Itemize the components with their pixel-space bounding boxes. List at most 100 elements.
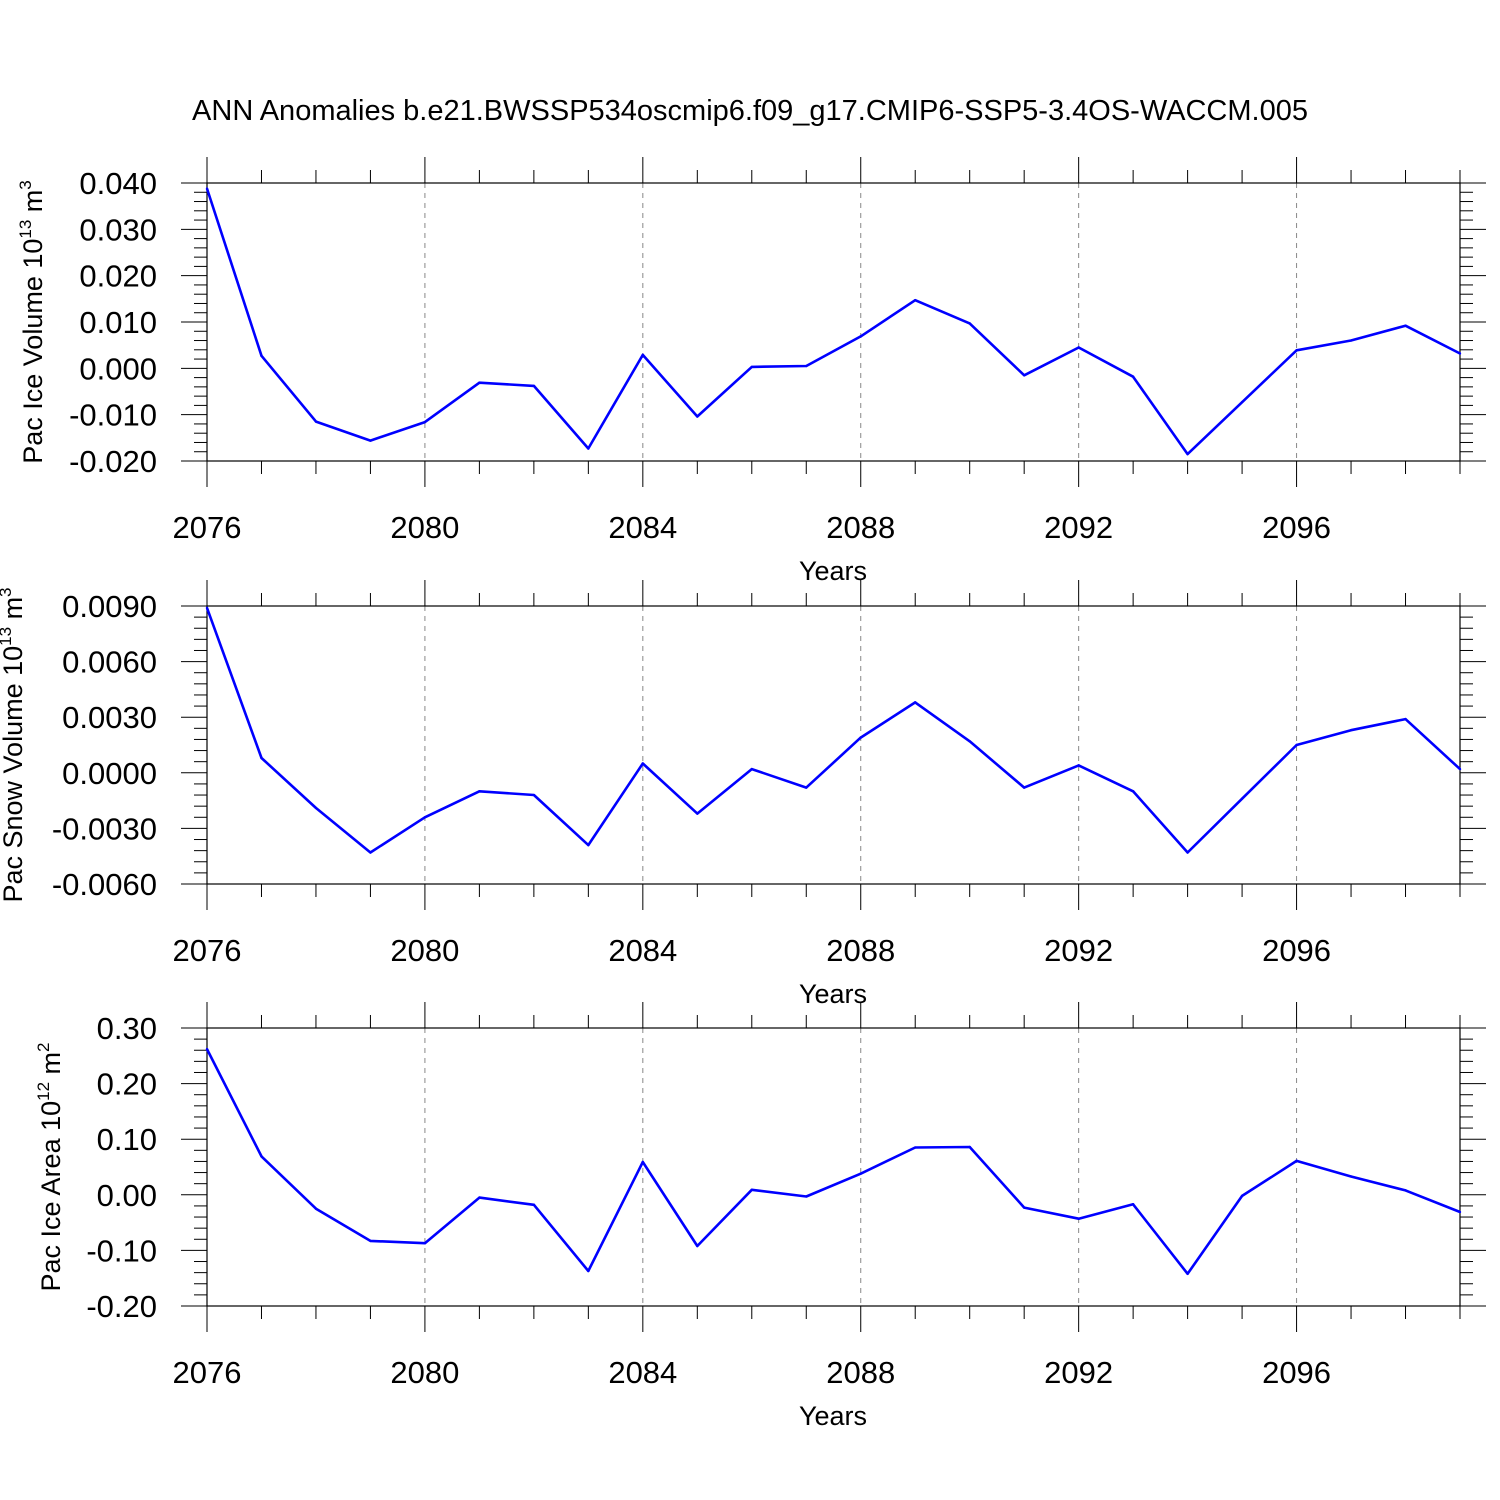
figure-title: ANN Anomalies b.e21.BWSSP534oscmip6.f09_… [192,95,1308,127]
data-point [968,322,971,325]
panel-3: -0.20 -0.10 0.00 0.10 0.20 0.30 2076 2080 2084 20… [34,1002,1486,1431]
data-point [314,1207,318,1210]
data-point [1022,1206,1026,1209]
x-tick-label: 2096 [1262,933,1331,968]
data-point [1295,743,1298,747]
data-point [914,701,917,704]
x-tick-label: 2088 [826,510,895,545]
data-point [968,1145,971,1149]
data-point [1240,400,1244,404]
data-point [205,187,209,190]
data-point [641,353,645,357]
x-axis-label: Years [799,556,867,586]
y-tick-label: 0.0030 [62,700,157,735]
y-tick-label: 0.040 [79,166,157,201]
data-point [1404,324,1407,327]
data-point [532,1203,536,1207]
x-tick-label: 2084 [608,510,677,545]
y-axis-label-text: Pac Ice Area 10 [36,1101,66,1292]
y-axis-label-exponent: 13 [16,220,35,239]
y-axis-label-exponent: 12 [34,1082,53,1101]
data-point [1022,786,1026,789]
data-point [1404,717,1407,721]
x-tick-label: 2088 [826,1355,895,1390]
data-point [1131,790,1135,793]
data-point [260,354,263,358]
data-point [750,767,753,771]
data-point [1186,1272,1189,1275]
data-point [1022,374,1026,377]
data-point [1240,1194,1244,1198]
data-point [478,1196,481,1199]
data-point [205,606,209,610]
data-point [314,420,318,423]
data-point [423,1241,427,1245]
y-axis-label: Pac Snow Volume 1013 m3 [0,587,28,902]
y-tick-label: 0.010 [79,305,157,340]
data-point [478,790,481,793]
plot-frame [206,605,1461,885]
data-point [532,384,536,388]
x-tick-label: 2076 [173,933,242,968]
data-point [314,806,318,810]
x-tick-label: 2092 [1044,1355,1113,1390]
data-point [587,447,590,450]
y-axis-label: Pac Ice Volume 1013 m3 [16,180,48,464]
y-axis-label-unit-exponent: 2 [34,1042,53,1051]
data-point [859,1172,862,1175]
x-tick-label: 2080 [390,933,459,968]
x-tick-label: 2096 [1262,1355,1331,1390]
series-line [205,607,1461,854]
x-axis-label: Years [799,979,867,1009]
y-tick-label: -0.0030 [52,811,157,846]
y-tick-label: -0.20 [86,1289,157,1324]
data-point [1077,1217,1080,1220]
data-point [369,851,372,854]
y-tick-label: -0.10 [86,1233,157,1268]
data-point [914,1146,917,1149]
data-point [696,812,699,815]
panels: -0.020 -0.010 0.000 0.010 0.020 0.030 0.040 207… [0,157,1486,1431]
data-point [914,299,917,302]
data-point [1458,1210,1462,1214]
data-point [260,1155,263,1158]
data-point [1077,346,1080,349]
data-point [1349,339,1353,342]
data-point [1295,349,1298,352]
y-axis-label-unit-exponent: 3 [0,587,15,596]
data-point [1240,797,1244,800]
y-tick-label: 0.020 [79,259,157,294]
data-point [750,1188,753,1191]
data-point [205,1047,209,1051]
x-tick-label: 2092 [1044,933,1113,968]
data-point [423,420,427,424]
x-tick-label: 2076 [173,1355,242,1390]
y-axis-label-unit: m [0,597,28,627]
data-point [1349,1175,1353,1178]
y-tick-label: -0.010 [69,398,157,433]
data-point [260,756,263,760]
data-point [696,415,699,418]
y-tick-label: 0.030 [79,212,157,247]
data-point [478,381,481,384]
x-tick-label: 2092 [1044,510,1113,545]
plot-frame [206,1027,1461,1307]
data-point [369,1239,372,1243]
y-tick-label: -0.0060 [52,867,157,902]
data-point [587,843,590,847]
x-tick-label: 2084 [608,933,677,968]
x-axis-label: Years [799,1401,867,1431]
data-point [750,365,753,369]
data-point [587,1269,590,1273]
data-point [859,335,862,338]
x-tick-label: 2076 [173,510,242,545]
data-point [1349,728,1353,732]
data-point [1458,352,1462,355]
data-point [1131,1203,1135,1206]
data-point [1186,851,1189,854]
y-tick-label: 0.00 [97,1178,157,1213]
y-tick-label: 0.20 [97,1067,157,1102]
y-axis-label-unit: m [36,1052,66,1082]
data-point [859,736,862,739]
